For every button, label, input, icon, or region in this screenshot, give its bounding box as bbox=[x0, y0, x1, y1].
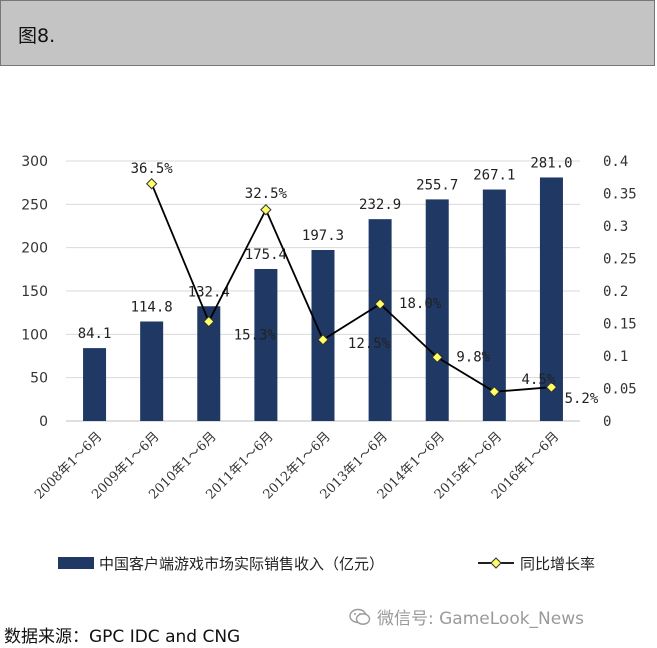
line-marker bbox=[145, 178, 158, 190]
bar-data-label: 255.7 bbox=[416, 177, 458, 193]
bar bbox=[368, 219, 392, 421]
figure-title: 图8. bbox=[18, 25, 56, 47]
legend-line-marker bbox=[490, 557, 502, 569]
bar-data-label: 175.4 bbox=[245, 247, 287, 263]
y-left-tick-label: 50 bbox=[30, 371, 48, 387]
line-marker bbox=[260, 204, 272, 216]
y-left-tick-label: 0 bbox=[39, 414, 48, 430]
line-data-label: 12.5% bbox=[348, 336, 391, 352]
bar bbox=[482, 189, 506, 421]
line-data-label: 32.5% bbox=[245, 186, 288, 202]
y-right-tick-label: 0.1 bbox=[603, 349, 628, 365]
legend-bar-label: 中国客户端游戏市场实际销售收入（亿元） bbox=[99, 555, 384, 573]
line-marker bbox=[317, 334, 329, 346]
line-data-label: 36.5% bbox=[131, 161, 174, 177]
bar bbox=[197, 306, 221, 421]
y-right-tick-label: 0.25 bbox=[603, 252, 637, 268]
bar bbox=[140, 321, 164, 421]
bar-data-label: 267.1 bbox=[473, 168, 515, 184]
y-right-tick-label: 0.35 bbox=[603, 187, 637, 203]
bar bbox=[254, 268, 278, 421]
line-data-label: 5.2% bbox=[565, 391, 599, 407]
watermark-text: 微信号: GameLook_News bbox=[377, 609, 584, 629]
y-right-tick-label: 0.05 bbox=[603, 382, 637, 398]
growth-rate-line bbox=[150, 183, 552, 393]
bar-data-label: 281.0 bbox=[530, 155, 572, 171]
line-data-label: 15.3% bbox=[234, 328, 277, 344]
line-data-label: 9.8% bbox=[456, 349, 490, 365]
bar bbox=[539, 177, 563, 421]
y-right-tick-label: 0.4 bbox=[603, 154, 628, 170]
bar bbox=[425, 199, 449, 421]
y-left-tick-label: 250 bbox=[21, 197, 48, 213]
bar-data-label: 84.1 bbox=[78, 326, 112, 342]
line-marker bbox=[203, 315, 215, 328]
line-data-label: 18.0% bbox=[399, 296, 442, 312]
line-marker bbox=[545, 381, 558, 393]
y-right-tick-label: 0.2 bbox=[603, 284, 628, 300]
figure-header: 图8. bbox=[0, 0, 655, 66]
y-left-tick-label: 100 bbox=[21, 327, 48, 343]
line-data-label: 4.5% bbox=[521, 372, 555, 388]
line-marker bbox=[488, 386, 501, 398]
source-note: 数据来源：GPC IDC and CNG bbox=[4, 627, 241, 647]
wechat-icon bbox=[349, 608, 371, 625]
bar-data-label: 197.3 bbox=[302, 228, 344, 244]
y-left-tick-label: 200 bbox=[21, 241, 48, 257]
bar bbox=[83, 348, 107, 421]
y-right-tick-label: 0.3 bbox=[603, 219, 628, 235]
line-marker bbox=[431, 351, 443, 364]
bar-data-label: 232.9 bbox=[359, 197, 401, 213]
y-right-tick-label: 0 bbox=[603, 414, 611, 430]
legend-line-label: 同比增长率 bbox=[520, 555, 595, 573]
y-left-tick-label: 300 bbox=[21, 154, 48, 170]
y-left-tick-label: 150 bbox=[21, 284, 48, 300]
watermark: 微信号: GameLook_News bbox=[349, 604, 584, 629]
line-marker bbox=[374, 298, 386, 310]
bar-data-label: 114.8 bbox=[131, 300, 173, 316]
y-right-tick-label: 0.15 bbox=[603, 317, 637, 333]
legend-bar-swatch bbox=[58, 557, 94, 569]
